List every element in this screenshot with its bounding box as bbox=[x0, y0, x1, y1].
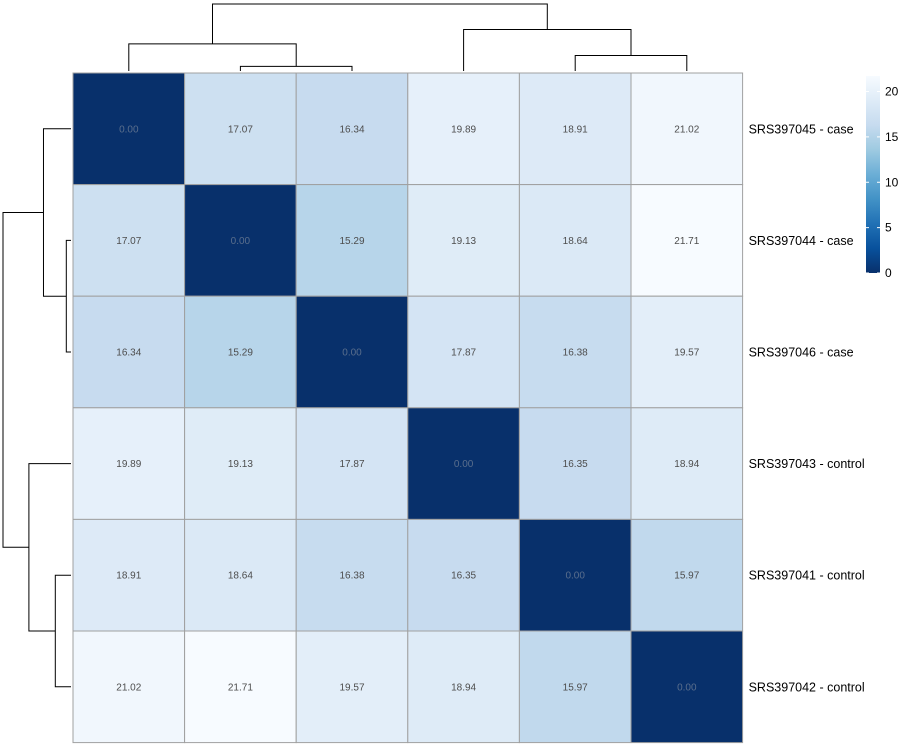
heatmap-cell bbox=[407, 518, 520, 632]
cell-value-label: 17.87 bbox=[451, 348, 476, 359]
heatmap-cell bbox=[518, 518, 632, 632]
dendrogram-branch bbox=[463, 29, 632, 71]
cell-value-label: 18.94 bbox=[451, 682, 476, 693]
dendrogram-branch bbox=[128, 43, 297, 71]
dendrogram-branch bbox=[2, 212, 44, 548]
row-dendrogram bbox=[2, 128, 71, 688]
cell-value-label: 19.89 bbox=[116, 459, 141, 470]
row-label: SRS397045 - case bbox=[749, 122, 854, 136]
cell-value-label: 19.57 bbox=[674, 348, 699, 359]
heatmap-cell bbox=[184, 407, 297, 520]
heatmap-cell bbox=[630, 184, 744, 297]
heatmap-cell bbox=[518, 72, 632, 186]
cell-value-label: 21.71 bbox=[674, 236, 699, 247]
cell-value-label: 15.97 bbox=[563, 682, 588, 693]
cell-value-label: 18.64 bbox=[228, 571, 253, 582]
cell-value-label: 18.91 bbox=[116, 571, 141, 582]
heatmap-cell bbox=[184, 184, 297, 297]
heatmap-cell bbox=[72, 407, 186, 520]
dendrogram-branch bbox=[65, 239, 71, 353]
legend-tick-label: 0 bbox=[885, 266, 892, 280]
heatmap-cell bbox=[72, 72, 186, 186]
heatmap-cell bbox=[407, 295, 520, 409]
heatmap-cell bbox=[72, 518, 186, 632]
heatmap-cell bbox=[630, 407, 744, 520]
cell-value-label: 15.97 bbox=[674, 571, 699, 582]
heatmap-cell bbox=[407, 184, 520, 297]
cell-value-label: 19.57 bbox=[339, 682, 364, 693]
heatmap-cell bbox=[630, 518, 744, 632]
cell-value-label: 19.89 bbox=[451, 124, 476, 135]
cell-value-label: 17.07 bbox=[116, 236, 141, 247]
heatmap-cell bbox=[630, 295, 744, 409]
heatmap-cell bbox=[184, 72, 297, 186]
legend-tick-label: 10 bbox=[885, 175, 899, 189]
cell-value-label: 21.02 bbox=[116, 682, 141, 693]
cell-value-label: 16.38 bbox=[563, 348, 588, 359]
legend-tick-label: 15 bbox=[885, 130, 899, 144]
legend-colorbar bbox=[866, 76, 880, 273]
row-label: SRS397042 - control bbox=[749, 680, 865, 694]
dendrogram-branch bbox=[239, 65, 353, 71]
heatmap-cell bbox=[295, 72, 409, 186]
heatmap-cell bbox=[518, 295, 632, 409]
cell-value-label: 18.64 bbox=[563, 236, 588, 247]
heatmap-cell bbox=[295, 518, 409, 632]
column-dendrogram bbox=[128, 3, 688, 71]
cell-value-label: 16.34 bbox=[339, 124, 364, 135]
cell-value-label: 0.00 bbox=[677, 682, 697, 693]
cell-value-label: 0.00 bbox=[342, 348, 362, 359]
dendrogram-branch bbox=[212, 3, 548, 44]
cell-value-label: 15.29 bbox=[228, 348, 253, 359]
heatmap-cell bbox=[407, 72, 520, 186]
heatmap-cell bbox=[184, 295, 297, 409]
dendrogram-branch bbox=[28, 463, 71, 632]
cell-value-label: 0.00 bbox=[565, 571, 585, 582]
cell-value-label: 21.02 bbox=[674, 124, 699, 135]
heatmap-cell bbox=[72, 295, 186, 409]
cell-value-label: 18.91 bbox=[563, 124, 588, 135]
cell-value-label: 17.07 bbox=[228, 124, 253, 135]
row-label: SRS397046 - case bbox=[749, 346, 854, 360]
cell-value-label: 0.00 bbox=[454, 459, 474, 470]
dendrogram-branch bbox=[54, 574, 71, 688]
row-labels: SRS397045 - case SRS397044 - case SRS39704… bbox=[749, 122, 865, 694]
cell-value-label: 19.13 bbox=[228, 459, 253, 470]
heatmap-cell bbox=[72, 630, 186, 744]
heatmap-cell bbox=[630, 72, 744, 186]
cell-value-label: 0.00 bbox=[231, 236, 251, 247]
cell-value-label: 15.29 bbox=[339, 236, 364, 247]
heatmap-cell bbox=[630, 630, 744, 744]
dendrogram-branch bbox=[42, 128, 71, 297]
heatmap-cell bbox=[407, 407, 520, 520]
heatmap-cell bbox=[518, 630, 632, 744]
heatmap-cell bbox=[295, 407, 409, 520]
row-label: SRS397043 - control bbox=[749, 457, 865, 471]
dendrogram-branch bbox=[574, 55, 688, 71]
cell-value-label: 0.00 bbox=[119, 124, 139, 135]
cell-value-label: 21.71 bbox=[228, 682, 253, 693]
cell-value-label: 17.87 bbox=[339, 459, 364, 470]
cell-value-label: 16.34 bbox=[116, 348, 141, 359]
heatmap-cell bbox=[295, 295, 409, 409]
heatmap-cell bbox=[518, 407, 632, 520]
legend-tick-label: 20 bbox=[885, 85, 899, 99]
cell-value-label: 16.35 bbox=[451, 571, 476, 582]
color-legend: 0 5 10 15 20 bbox=[866, 76, 899, 280]
legend-tick-label: 5 bbox=[885, 221, 892, 235]
cell-value-label: 19.13 bbox=[451, 236, 476, 247]
cell-value-label: 16.35 bbox=[563, 459, 588, 470]
heatmap-cell bbox=[407, 630, 520, 744]
cell-value-label: 18.94 bbox=[674, 459, 699, 470]
row-label: SRS397044 - case bbox=[749, 234, 854, 248]
row-label: SRS397041 - control bbox=[749, 569, 865, 583]
cell-value-label: 16.38 bbox=[339, 571, 364, 582]
heatmap-cells: 0.00 17.07 16.34 19.89 18.91 21.02 17.07 0.00 15… bbox=[72, 72, 744, 744]
